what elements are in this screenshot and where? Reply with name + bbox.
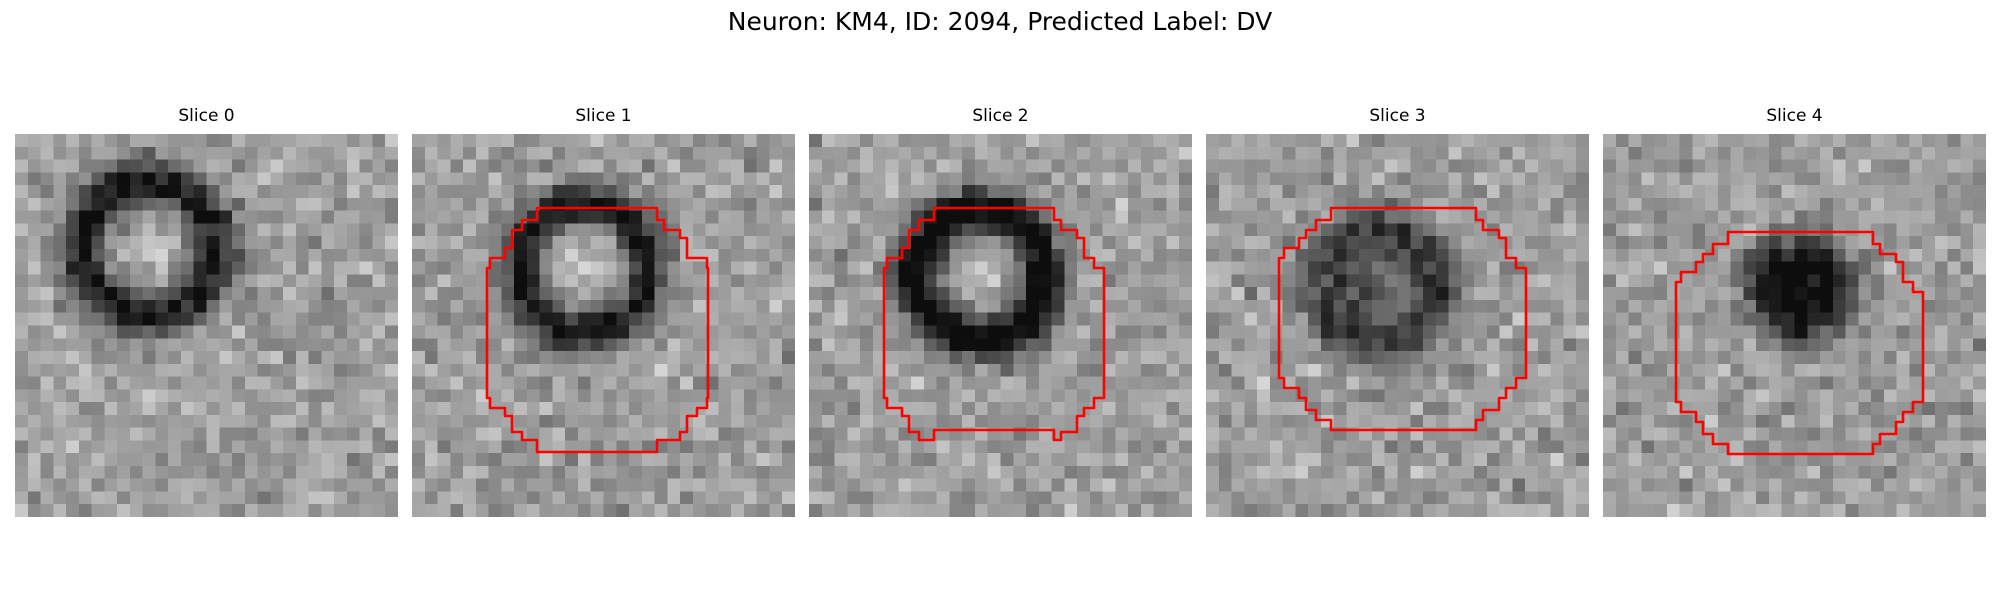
figure-title: Neuron: KM4, ID: 2094, Predicted Label: … bbox=[727, 7, 1273, 36]
roi-contour bbox=[882, 206, 1106, 442]
slice-panel-4: Slice 4 bbox=[1603, 106, 1986, 517]
slice-title: Slice 4 bbox=[1766, 106, 1823, 126]
slice-panel-0: Slice 0 bbox=[15, 106, 398, 517]
roi-contour bbox=[1277, 206, 1528, 432]
slice-panel-1: Slice 1 bbox=[412, 106, 795, 517]
slice-image bbox=[15, 134, 398, 517]
roi-contour bbox=[1674, 230, 1925, 456]
roi-contour bbox=[485, 206, 710, 454]
slice-title: Slice 1 bbox=[575, 106, 632, 126]
slice-panel-3: Slice 3 bbox=[1206, 106, 1589, 517]
slice-title: Slice 3 bbox=[1369, 106, 1426, 126]
slice-panel-2: Slice 2 bbox=[809, 106, 1192, 517]
slice-title: Slice 0 bbox=[178, 106, 235, 126]
slice-title: Slice 2 bbox=[972, 106, 1029, 126]
slice-image bbox=[809, 134, 1192, 517]
